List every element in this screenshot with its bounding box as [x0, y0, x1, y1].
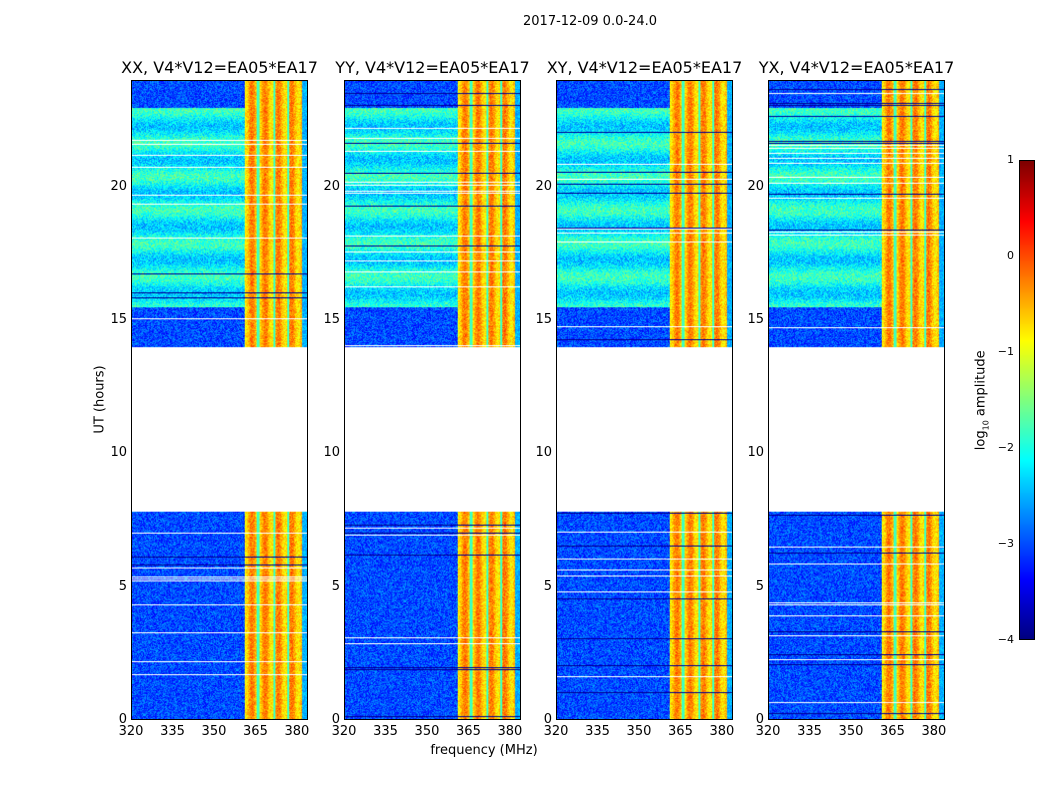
y-tick-label: 5	[331, 578, 340, 594]
y-tick-label: 15	[323, 312, 340, 327]
x-tick-label: 350	[414, 724, 440, 739]
y-tick-label: 0	[118, 712, 127, 727]
colorbar-tick-label: 1	[1007, 153, 1014, 166]
y-tick-label: 20	[110, 178, 127, 194]
x-tick-label: 350	[838, 724, 864, 739]
panel-title: XY, V4*V12=EA05*EA17	[546, 58, 743, 77]
colorbar-tick-label: −2	[997, 441, 1014, 454]
x-tick-label: 320	[543, 724, 569, 739]
figure-title: 2017-12-09 0.0-24.0	[523, 14, 657, 29]
panel-title: YX, V4*V12=EA05*EA17	[758, 58, 955, 77]
y-tick-label: 5	[543, 578, 552, 594]
x-tick-label: 365	[880, 724, 905, 739]
y-tick-label: 20	[535, 178, 552, 194]
y-tick-label: 10	[535, 445, 552, 461]
x-tick-label: 335	[373, 724, 398, 739]
y-tick-label: 0	[543, 712, 552, 727]
heatmap-panel-yy	[344, 80, 521, 720]
panel-title: YY, V4*V12=EA05*EA17	[335, 58, 530, 77]
colorbar-label-sub: 10	[981, 420, 991, 431]
colorbar-tick-label: −3	[997, 537, 1014, 550]
x-tick-label: 380	[921, 724, 947, 739]
colorbar	[1019, 160, 1035, 640]
x-tick-label: 335	[585, 724, 610, 739]
y-tick-label: 15	[535, 312, 552, 327]
y-axis-label: UT (hours)	[92, 365, 108, 434]
colorbar-label: log10 amplitude	[974, 340, 991, 460]
colorbar-label-main: log	[973, 430, 989, 451]
y-tick-label: 10	[110, 445, 127, 461]
colorbar-tick-label: −4	[997, 633, 1014, 646]
y-tick-label: 20	[323, 178, 340, 194]
x-tick-label: 365	[668, 724, 693, 739]
x-tick-label: 335	[160, 724, 185, 739]
x-tick-label: 350	[626, 724, 652, 739]
y-tick-label: 20	[747, 178, 764, 194]
y-tick-label: 15	[747, 312, 764, 327]
y-tick-label: 5	[755, 578, 764, 594]
x-tick-label: 380	[497, 724, 523, 739]
colorbar-label-rest: amplitude	[973, 350, 989, 421]
x-tick-label: 380	[709, 724, 735, 739]
colorbar-tick-label: 0	[1007, 249, 1014, 262]
heatmap-panel-xy	[556, 80, 733, 720]
x-axis-label: frequency (MHz)	[430, 743, 538, 758]
y-tick-label: 0	[755, 712, 764, 727]
colorbar-tick-label: −1	[997, 345, 1014, 358]
heatmap-panel-yx	[768, 80, 945, 720]
x-tick-label: 320	[331, 724, 357, 739]
y-tick-label: 15	[110, 312, 127, 327]
x-tick-label: 350	[201, 724, 227, 739]
y-tick-label: 10	[747, 445, 764, 461]
x-tick-label: 365	[456, 724, 481, 739]
x-tick-label: 320	[118, 724, 144, 739]
y-tick-label: 10	[323, 445, 340, 461]
y-tick-label: 0	[331, 712, 340, 727]
heatmap-panel-xx	[131, 80, 308, 720]
x-tick-label: 335	[797, 724, 822, 739]
x-tick-label: 365	[243, 724, 268, 739]
y-tick-label: 5	[118, 578, 127, 594]
x-tick-label: 380	[284, 724, 310, 739]
x-tick-label: 320	[755, 724, 781, 739]
panel-title: XX, V4*V12=EA05*EA17	[121, 58, 318, 77]
